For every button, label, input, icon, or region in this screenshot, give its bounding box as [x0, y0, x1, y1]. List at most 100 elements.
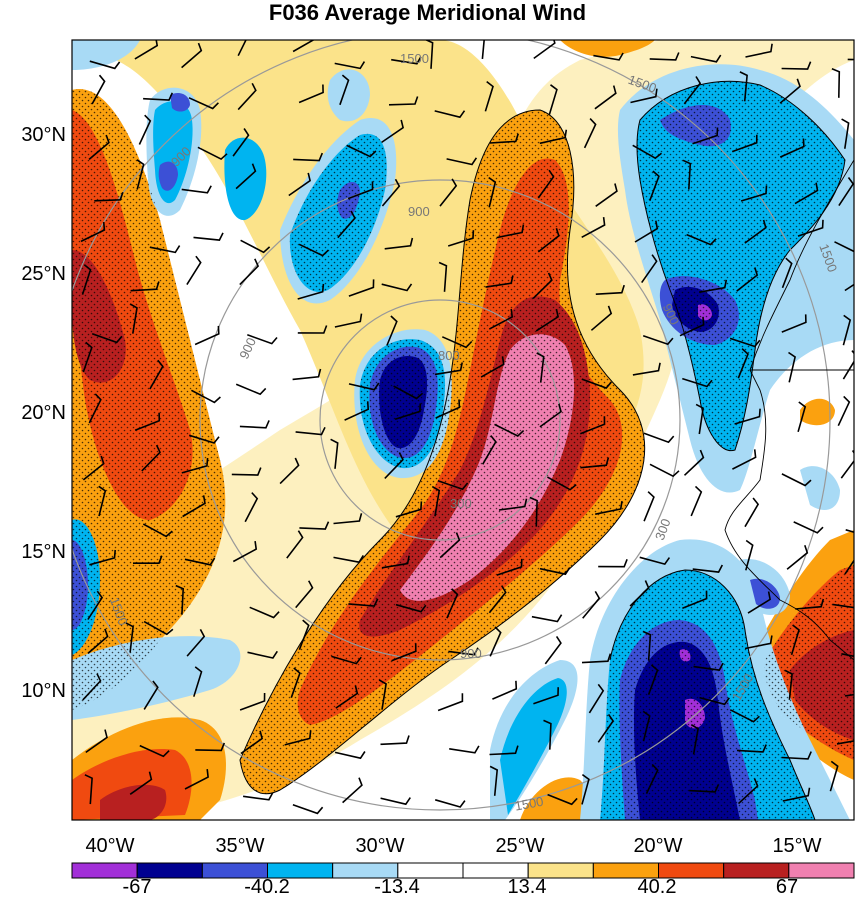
- wind-barb: [381, 178, 401, 207]
- colorbar-label: -13.4: [374, 876, 420, 898]
- wind-barb: [129, 303, 138, 334]
- wind-barb: [186, 255, 202, 286]
- wind-barb: [836, 740, 854, 745]
- wind-barb: [745, 43, 773, 58]
- lon-label-25w: 25°W: [495, 835, 544, 857]
- wind-barb: [581, 773, 590, 805]
- contour-lines: [239, 80, 846, 820]
- wind-barb: [740, 185, 768, 202]
- wind-barb: [448, 647, 479, 656]
- wind-barb: [381, 119, 405, 144]
- wind-barb: [747, 591, 771, 614]
- wind-barb: [437, 693, 464, 712]
- latitude-labels: 30°N 25°N 20°N 15°N 10°N: [21, 124, 66, 702]
- wind-barb: [781, 314, 807, 333]
- wind-barb: [84, 774, 93, 805]
- wind-barb: [298, 84, 324, 104]
- wind-barb: [391, 643, 417, 662]
- wind-barb: [539, 403, 562, 428]
- wind-barb: [531, 614, 563, 623]
- wind-barb: [299, 521, 330, 530]
- wind-barb: [642, 710, 651, 742]
- lon-label-30w: 30°W: [355, 835, 404, 857]
- wind-barb: [543, 719, 552, 750]
- wind-barb: [288, 172, 312, 197]
- wind-barb: [347, 181, 374, 200]
- colorbar-label: 40.2: [638, 876, 677, 898]
- wind-barb: [346, 144, 377, 158]
- wind-barb: [841, 118, 850, 149]
- wind-barb: [244, 492, 259, 523]
- wind-barb: [91, 332, 123, 344]
- wind-barb: [384, 237, 414, 250]
- range-rings: [72, 40, 831, 811]
- wind-barb: [143, 92, 174, 101]
- wind-barb: [181, 42, 203, 69]
- wind-barb: [247, 334, 278, 345]
- wind-barb: [388, 96, 419, 106]
- wind-barb: [788, 351, 797, 383]
- wind-barb: [348, 382, 380, 391]
- wind-barb: [737, 348, 749, 379]
- colorbar-swatch: [788, 862, 855, 879]
- wind-barb: [195, 742, 226, 752]
- wind-barb: [838, 177, 854, 207]
- wind-barb: [488, 176, 497, 208]
- wind-barb: [94, 191, 124, 202]
- wind-barb: [744, 219, 767, 244]
- lon-label-40w: 40°W: [85, 835, 134, 857]
- wind-barb: [239, 258, 260, 286]
- wind-barb: [496, 224, 525, 239]
- wind-barb: [794, 182, 819, 205]
- wind-barb: [693, 662, 724, 671]
- wind-barb: [649, 170, 660, 201]
- wind-barb: [736, 267, 759, 292]
- wind-barb: [642, 335, 674, 346]
- wind-barb: [339, 74, 350, 106]
- wind-barb: [235, 163, 257, 190]
- wind-barb: [380, 735, 410, 746]
- wind-barb: [539, 129, 568, 145]
- wind-barb: [293, 152, 324, 162]
- wind-barb: [446, 157, 478, 166]
- wind-barb: [797, 401, 807, 433]
- wind-barb: [690, 724, 699, 755]
- wind-barb: [632, 144, 663, 160]
- wind-barb: [537, 169, 555, 199]
- wind-barb: [529, 496, 538, 527]
- wind-barb: [184, 769, 209, 790]
- wind-barb: [844, 559, 854, 575]
- wind-barb: [125, 622, 134, 653]
- wind-barb: [284, 730, 312, 746]
- wind-barb: [89, 60, 121, 70]
- wind-barb: [441, 336, 473, 349]
- wind-barb: [134, 412, 161, 432]
- wind-barb: [781, 257, 793, 289]
- wind-barb: [485, 275, 514, 288]
- wind-barb: [731, 134, 758, 153]
- wind-barb: [149, 359, 164, 390]
- wind-barb: [484, 80, 494, 112]
- wind-barb: [384, 452, 404, 479]
- lat-label-20n: 20°N: [21, 402, 66, 424]
- wind-barb: [337, 210, 356, 239]
- wind-barb: [547, 793, 578, 806]
- wind-barb: [298, 243, 329, 257]
- wind-barb: [378, 679, 387, 710]
- wind-barb: [239, 420, 270, 429]
- wind-barb: [81, 264, 92, 295]
- wind-barb: [547, 476, 577, 491]
- wind-barb: [682, 159, 692, 190]
- ring-label: 900: [408, 204, 430, 219]
- wind-barb: [629, 580, 650, 607]
- wind-barb: [449, 745, 480, 754]
- wind-barb: [381, 283, 413, 292]
- wind-barb: [136, 159, 145, 190]
- longitude-labels: 40°W 35°W 30°W 25°W 20°W 15°W: [85, 835, 821, 857]
- wind-barb: [729, 337, 761, 348]
- colorbar: [71, 862, 855, 879]
- wind-barb: [537, 227, 560, 253]
- wind-barb: [790, 624, 800, 656]
- wind-barb: [841, 653, 854, 658]
- colorbar-label: 13.4: [508, 876, 547, 898]
